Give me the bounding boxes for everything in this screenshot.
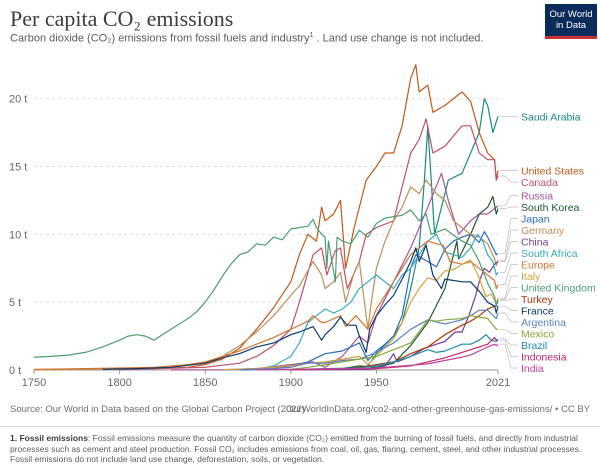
x-tick-label: 1800 [107,377,131,389]
series-line-brazil[interactable] [290,334,499,371]
legend-connector [500,343,518,369]
legend-label-south-africa[interactable]: South Africa [521,248,578,260]
axes: 0 t 5 t 10 t 15 t 20 t 1750 1800 1850 1900 1950 20… [9,94,510,389]
x-tick-label: 1850 [193,377,217,389]
footnote-ref[interactable]: 1 [309,32,314,39]
footnote: 1. Fossil emissions: Fossil emissions me… [10,433,595,465]
subtitle-text: Carbon dioxide (CO₂) emissions from foss… [10,32,310,45]
legend-label-india[interactable]: India [521,363,544,375]
x-tick-label: 1750 [22,377,46,389]
legend-connector [500,328,518,334]
footnote-label: 1. Fossil emissions [10,433,88,443]
y-tick-label: 10 t [9,229,27,241]
x-tick-label: 1950 [364,377,388,389]
series-line-italy[interactable] [222,259,499,371]
logo-line-2: in Data [555,20,587,31]
legend-label-brazil[interactable]: Brazil [521,340,547,352]
legend-connector [500,305,518,311]
source-note: Source: Our World in Data based on the G… [10,404,306,415]
legend-label-argentina[interactable]: Argentina [521,317,566,329]
legend-label-japan[interactable]: Japan [521,214,550,226]
legend-label-united-kingdom[interactable]: United Kingdom [521,283,596,295]
legend-connector [500,252,518,273]
legend-label-indonesia[interactable]: Indonesia [521,352,567,364]
legend-connector [500,175,518,183]
legend-connector [500,264,518,285]
x-tick-label: 1900 [279,377,303,389]
legend-connector [500,218,518,254]
legend-label-france[interactable]: France [521,306,554,318]
legend-label-russia[interactable]: Russia [521,191,553,203]
legend-connector [500,229,518,261]
legend-label-saudi-arabia[interactable]: Saudi Arabia [521,111,581,123]
logo-line-1: Our World [549,9,593,20]
x-tick-label: 2021 [486,377,510,389]
chart-title: Per capita CO₂ emissions [10,6,234,31]
line-chart: 0 t 5 t 10 t 15 t 20 t 1750 1800 1850 1900 1950 20… [9,64,596,389]
series-line-japan[interactable] [239,231,499,371]
legend-connector [500,338,518,346]
series-lines [33,64,499,371]
series-line-germany[interactable] [33,179,499,371]
legend-label-europe[interactable]: Europe [521,260,555,272]
y-tick-label: 5 t [9,297,21,309]
y-tick-label: 0 t [9,365,21,377]
series-line-russia[interactable] [170,172,499,371]
owid-logo[interactable]: Our World in Data [545,4,597,39]
y-tick-label: 15 t [9,162,27,174]
y-tick-label: 20 t [9,94,27,106]
legend-connector [500,275,518,299]
legend-label-germany[interactable]: Germany [521,225,565,237]
legend-label-mexico[interactable]: Mexico [521,329,554,341]
series-line-india[interactable] [256,343,499,371]
series-line-united-kingdom[interactable] [33,209,499,358]
series-line-france[interactable] [102,244,499,370]
legend-connector [500,298,518,302]
legend-label-china[interactable]: China [521,237,549,249]
legend-connector [500,195,518,207]
series-line-argentina[interactable] [239,309,499,371]
footer-divider [0,426,600,427]
chart-subtitle: Carbon dioxide (CO₂) emissions from foss… [10,32,500,45]
legend-label-south-korea[interactable]: South Korea [521,202,580,214]
legend-label-united-states[interactable]: United States [521,166,584,178]
legend-label-canada[interactable]: Canada [521,177,558,189]
legend-connector [500,339,518,357]
legend-connector [500,241,518,262]
legend-connector [500,206,518,209]
subtitle-tail: . Land use change is not included. [313,32,484,45]
license-link[interactable]: OurWorldInData.org/co2-and-other-greenho… [285,404,590,415]
series-line-mexico[interactable] [273,315,498,371]
legend-connector [500,312,518,323]
legend-connector [500,287,518,300]
series-line-united-states[interactable] [119,64,499,371]
legend-label-italy[interactable]: Italy [521,271,541,283]
footnote-text: : Fossil emissions measure the quantity … [10,433,582,464]
legend-label-turkey[interactable]: Turkey [521,294,553,306]
